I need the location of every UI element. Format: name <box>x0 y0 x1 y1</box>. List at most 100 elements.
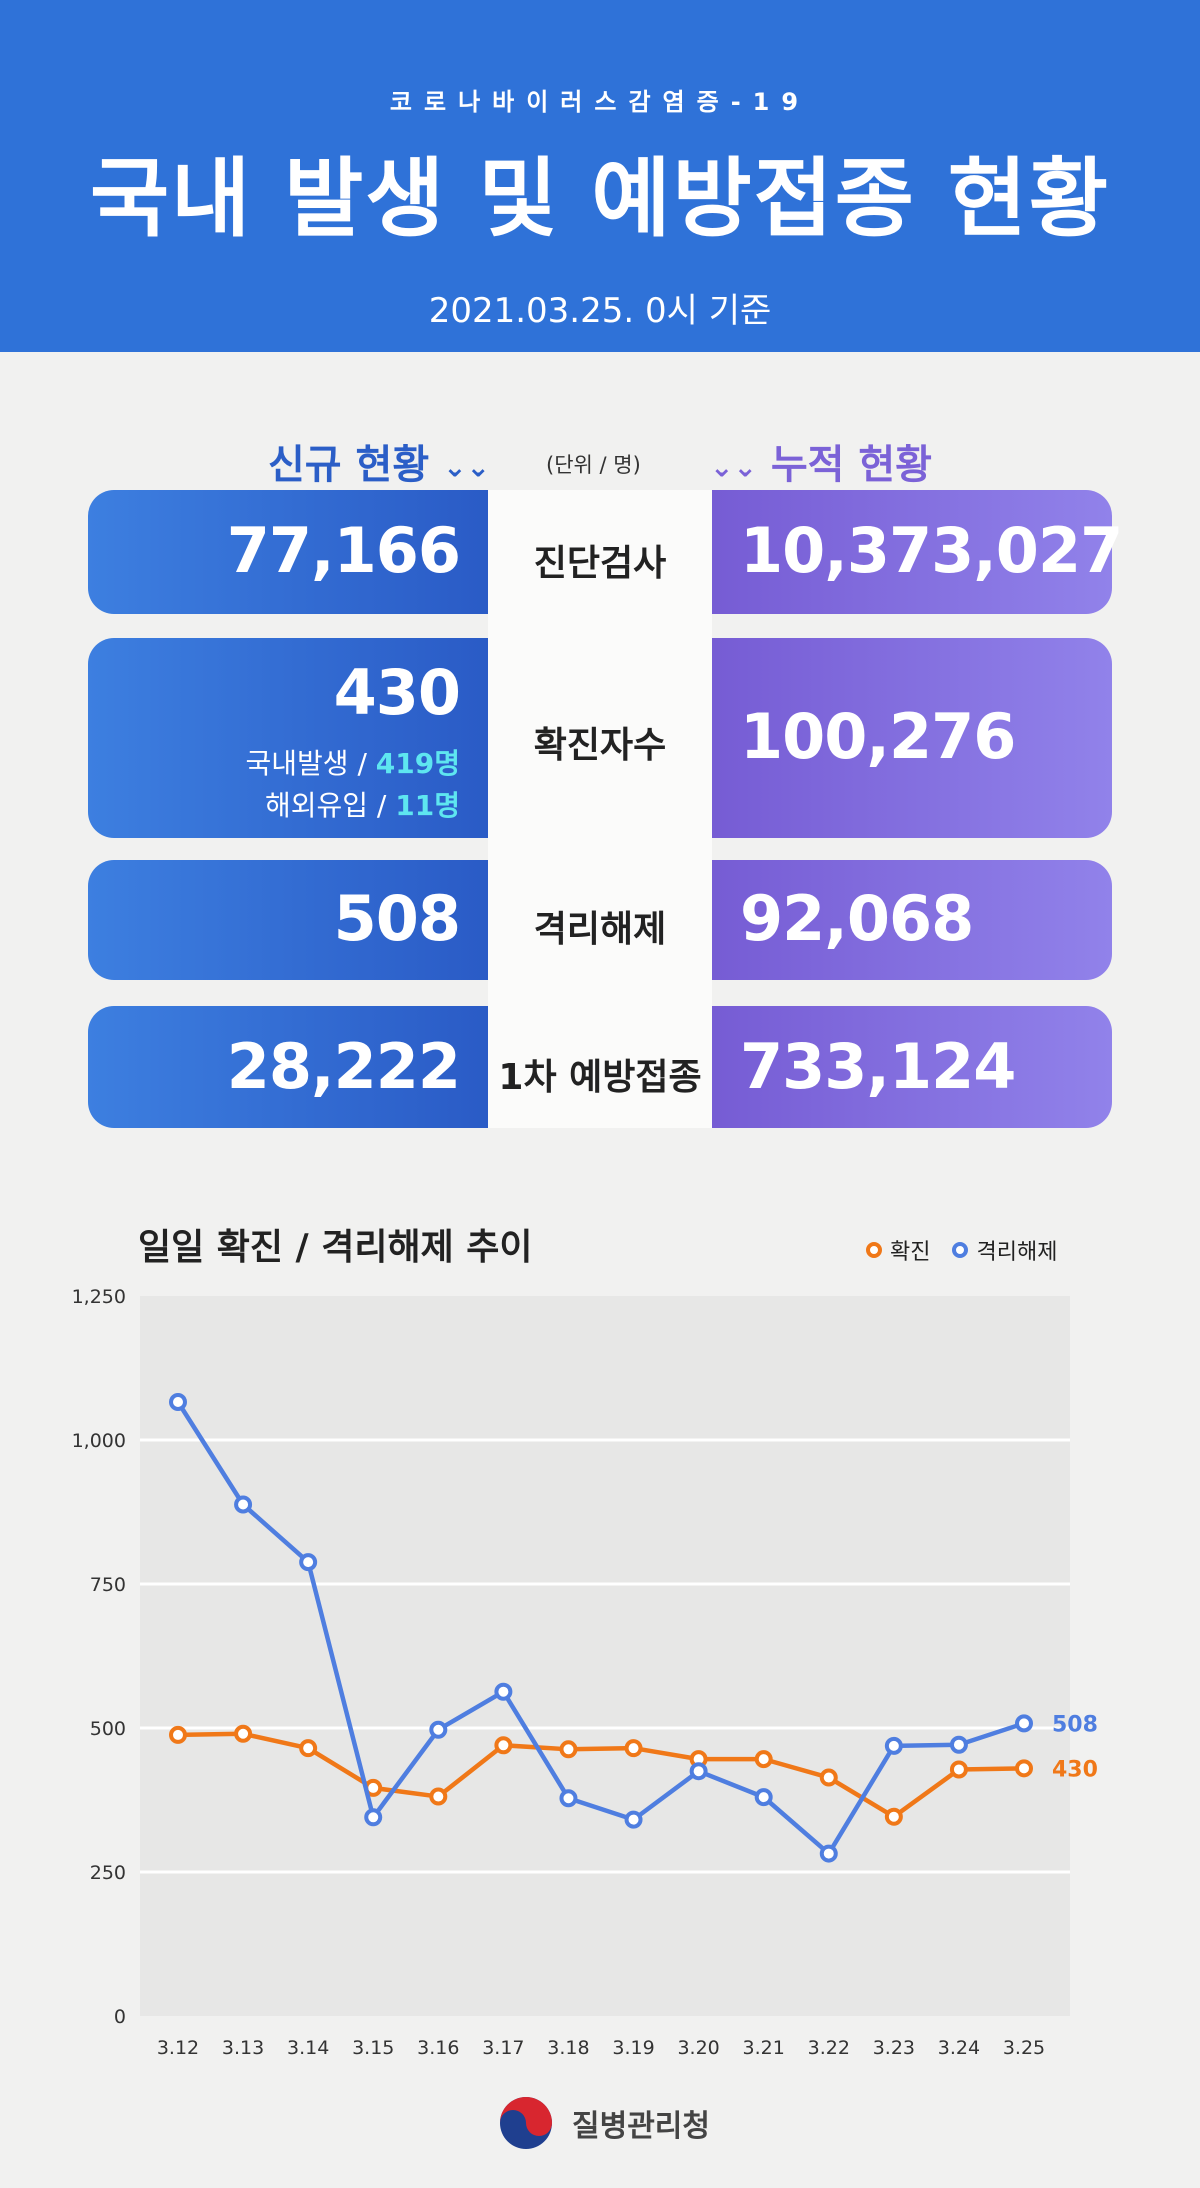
taegeuk-logo-icon <box>500 2097 552 2149</box>
legend-item-released: 격리해제 <box>952 1234 1057 1266</box>
data-point <box>624 1739 643 1758</box>
data-point <box>299 1553 318 1572</box>
domestic-value: 419명 <box>375 747 460 780</box>
data-point <box>494 1682 513 1701</box>
tests-label: 진단검사 <box>533 543 667 584</box>
x-tick-label: 3.21 <box>743 2037 785 2059</box>
data-point <box>559 1789 578 1808</box>
data-point <box>299 1739 318 1758</box>
label-column <box>488 490 712 1128</box>
data-point <box>559 1740 578 1759</box>
confirmed-label: 확진자수 <box>533 725 667 766</box>
new-confirmed-value: 430 <box>333 656 461 729</box>
x-tick-label: 3.12 <box>157 2037 199 2059</box>
y-tick-label: 250 <box>90 1862 126 1884</box>
x-tick-label: 3.13 <box>222 2037 264 2059</box>
end-data-label: 430 <box>1052 1757 1098 1782</box>
data-point <box>234 1495 253 1514</box>
y-tick-label: 1,000 <box>72 1430 126 1452</box>
data-point <box>169 1392 187 1411</box>
domestic-label: 국내발생 / <box>245 747 376 780</box>
domestic-line: 국내발생 / 419명 <box>246 742 461 782</box>
cumulative-status-label: 누적 현황 <box>770 442 932 488</box>
data-point <box>819 1768 838 1787</box>
data-point <box>884 1736 903 1755</box>
legend-item-confirmed: 확진 <box>866 1234 930 1266</box>
new-status-label: 신규 현황 <box>268 442 430 488</box>
data-point <box>429 1720 448 1739</box>
cum-released-box: 92,068 <box>712 860 1112 980</box>
x-tick-label: 3.14 <box>287 2037 329 2059</box>
x-tick-label: 3.23 <box>873 2037 915 2059</box>
orange-dot-icon <box>866 1242 882 1258</box>
chart-title: 일일 확진 / 격리해제 추이 <box>138 1227 533 1268</box>
cum-vaccination-value: 733,124 <box>740 1030 1016 1103</box>
vaccination-label: 1차 예방접종 <box>498 1057 702 1098</box>
released-label: 격리해제 <box>533 909 667 950</box>
y-tick-label: 750 <box>90 1574 126 1596</box>
new-vaccination-value: 28,222 <box>226 1030 461 1103</box>
cum-tests-value: 10,373,027 <box>740 514 1123 587</box>
x-tick-label: 3.17 <box>482 2037 524 2059</box>
x-tick-label: 3.25 <box>1003 2037 1045 2059</box>
legend-label-confirmed: 확진 <box>890 1240 931 1265</box>
end-data-label: 508 <box>1052 1712 1098 1737</box>
new-confirmed-box: 430 국내발생 / 419명 해외유입 / 11명 <box>88 638 488 838</box>
imported-label: 해외유입 / <box>264 789 396 822</box>
cumulative-status-heading: ⌄⌄ 누적 현황 <box>710 432 932 490</box>
data-point <box>364 1808 383 1827</box>
cum-confirmed-box: 100,276 <box>712 638 1112 838</box>
cum-confirmed-value: 100,276 <box>740 700 1016 773</box>
cum-released-value: 92,068 <box>740 882 974 955</box>
new-tests-box: 77,166 <box>88 490 488 614</box>
y-tick-label: 500 <box>90 1718 126 1740</box>
data-point <box>1015 1714 1033 1733</box>
cum-vaccination-box: 733,124 <box>712 1006 1112 1128</box>
new-released-value: 508 <box>333 882 461 955</box>
header-title: 국내 발생 및 예방접종 현황 <box>89 149 1111 249</box>
footer: 질병관리청 <box>498 2095 710 2151</box>
chevron-down-icon: ⌄⌄ <box>710 450 757 484</box>
org-name: 질병관리청 <box>572 2109 710 2144</box>
line-chart: 0 250 500 750 1,000 1,250 3.12 3.13 3.14 3.15 3.16… <box>72 1286 1098 2059</box>
data-point <box>689 1762 708 1781</box>
header-banner: 코로나바이러스감염증-19 국내 발생 및 예방접종 현황 2021.03.25… <box>0 0 1200 352</box>
x-tick-label: 3.19 <box>612 2037 654 2059</box>
data-point <box>429 1787 448 1806</box>
series-line-released <box>176 1400 1025 1856</box>
new-status-heading: 신규 현황 ⌄⌄ <box>268 432 490 490</box>
data-point <box>234 1724 253 1743</box>
x-tick-label: 3.20 <box>677 2037 719 2059</box>
cum-tests-box: 10,373,027 <box>712 490 1123 614</box>
x-tick-label: 3.24 <box>938 2037 980 2059</box>
new-tests-value: 77,166 <box>226 514 461 587</box>
x-tick-label: 3.16 <box>417 2037 459 2059</box>
data-point <box>884 1807 903 1826</box>
data-point <box>624 1810 643 1829</box>
data-point <box>754 1788 773 1807</box>
header-subtitle: 코로나바이러스감염증-19 <box>389 88 811 116</box>
data-point <box>169 1725 187 1744</box>
x-tick-label: 3.15 <box>352 2037 394 2059</box>
new-vaccination-box: 28,222 <box>88 1006 488 1128</box>
plot-background <box>140 1296 1070 2016</box>
chart-legend: 확진 격리해제 <box>866 1234 1079 1266</box>
chevron-down-icon: ⌄⌄ <box>443 450 490 484</box>
data-point <box>949 1735 968 1754</box>
blue-dot-icon <box>952 1242 969 1258</box>
legend-label-released: 격리해제 <box>976 1240 1058 1265</box>
y-tick-label: 1,250 <box>72 1286 126 1308</box>
data-point <box>754 1750 773 1769</box>
imported-value: 11명 <box>395 789 460 822</box>
imported-line: 해외유입 / 11명 <box>265 784 460 824</box>
series-line-confirmed <box>177 1731 1025 1819</box>
data-point <box>819 1844 838 1863</box>
unit-label: (단위 / 명) <box>546 453 641 477</box>
x-tick-label: 3.18 <box>547 2037 589 2059</box>
data-point <box>949 1760 968 1779</box>
y-tick-label: 0 <box>114 2006 126 2028</box>
new-released-box: 508 <box>88 860 488 980</box>
data-point <box>494 1736 513 1755</box>
x-tick-label: 3.22 <box>808 2037 850 2059</box>
data-point <box>1015 1759 1033 1778</box>
